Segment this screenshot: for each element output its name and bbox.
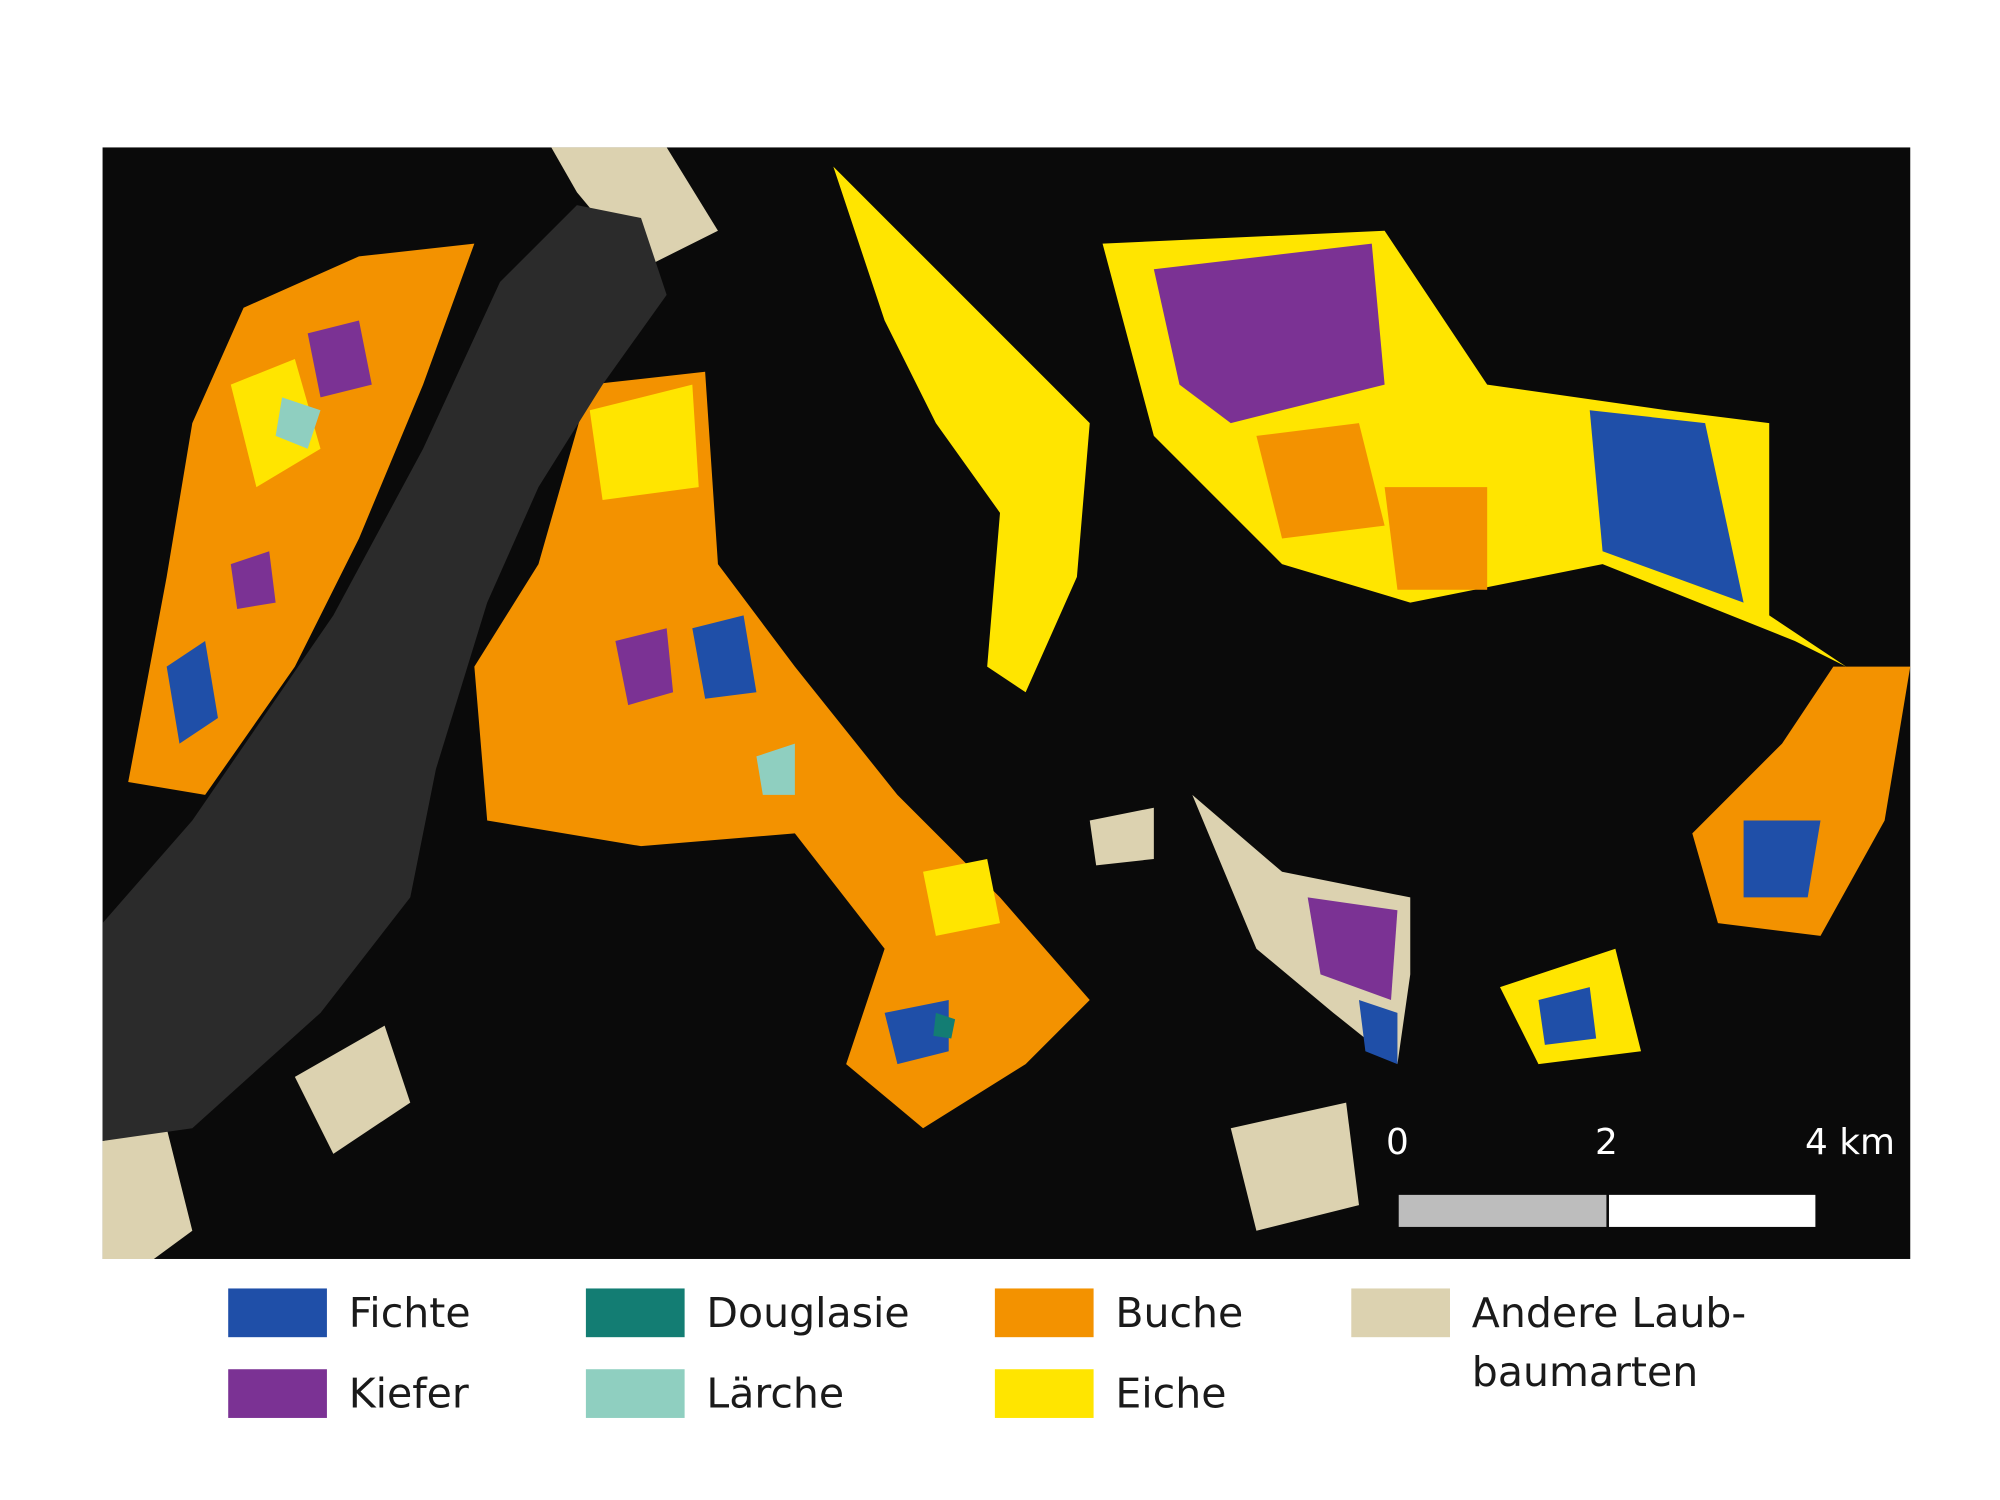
map — [102, 147, 1911, 1259]
legend-swatch — [228, 1369, 327, 1418]
patch — [166, 641, 218, 744]
legend-swatch — [1351, 1288, 1450, 1338]
legend: Fichte Kiefer Douglasie Lärche Buche Eiche And… — [228, 1288, 1746, 1418]
patch — [1358, 1000, 1398, 1065]
patch — [1153, 243, 1385, 424]
forest-north — [551, 147, 718, 270]
patch — [884, 1000, 949, 1065]
legend-label: Lärche — [706, 1370, 844, 1418]
patch — [1512, 423, 1597, 526]
legend-swatch — [994, 1288, 1094, 1338]
scale-label: 4 km — [1805, 1122, 1895, 1163]
lake — [102, 205, 667, 1142]
forest-north-strip — [833, 166, 1090, 693]
legend-label: Kiefer — [349, 1370, 469, 1418]
patch — [307, 320, 372, 398]
scale-bar-segment — [1398, 1194, 1607, 1227]
patch — [1307, 897, 1398, 1000]
scale-label: 0 — [1386, 1122, 1409, 1163]
patch — [1589, 410, 1744, 603]
patch — [756, 743, 795, 795]
legend-label: baumarten — [1472, 1348, 1698, 1396]
patch — [230, 358, 321, 488]
scale-bar: 0 2 4 km — [1386, 1122, 1895, 1227]
patch — [933, 1012, 956, 1039]
legend-swatch — [585, 1288, 685, 1338]
patch — [589, 384, 699, 500]
legend-label: Buche — [1115, 1289, 1243, 1337]
patch — [923, 858, 1000, 936]
patch — [1230, 1102, 1359, 1231]
patch — [1089, 807, 1154, 866]
legend-swatch — [585, 1369, 685, 1418]
legend-swatch — [228, 1288, 327, 1338]
forest-southwest — [102, 1128, 193, 1259]
patch — [1384, 487, 1488, 590]
legend-label: Andere Laub- — [1472, 1289, 1746, 1337]
patch — [1743, 820, 1821, 898]
patch — [615, 628, 674, 706]
scale-bar-segment — [1608, 1194, 1816, 1227]
scale-label: 2 — [1595, 1122, 1618, 1163]
forest-southeast — [1192, 794, 1411, 1065]
legend-label: Douglasie — [706, 1289, 909, 1337]
legend-swatch — [994, 1369, 1094, 1418]
patch — [692, 615, 757, 699]
patch — [275, 397, 321, 449]
patch — [1538, 987, 1597, 1045]
patch — [230, 551, 276, 609]
forest-west — [128, 243, 475, 795]
legend-label: Fichte — [349, 1289, 471, 1337]
legend-label: Eiche — [1115, 1370, 1226, 1418]
patch — [1256, 423, 1385, 539]
